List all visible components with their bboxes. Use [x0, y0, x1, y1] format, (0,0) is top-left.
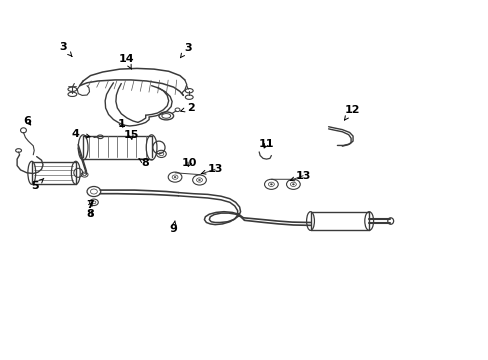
Ellipse shape	[198, 179, 200, 181]
Ellipse shape	[292, 184, 294, 185]
Text: 15: 15	[123, 130, 139, 140]
Text: 5: 5	[31, 178, 44, 192]
Ellipse shape	[270, 184, 272, 185]
Text: 10: 10	[182, 158, 197, 168]
Text: 13: 13	[289, 171, 310, 181]
Text: 1: 1	[117, 119, 125, 129]
Text: 12: 12	[344, 105, 359, 120]
Text: 3: 3	[180, 42, 192, 58]
Text: 6: 6	[23, 116, 31, 126]
Text: 13: 13	[201, 164, 223, 174]
Text: 14: 14	[118, 54, 134, 69]
Text: 9: 9	[169, 221, 177, 234]
Text: 7: 7	[86, 200, 94, 210]
Text: 8: 8	[139, 158, 149, 168]
Ellipse shape	[174, 176, 176, 178]
Text: 4: 4	[72, 129, 90, 139]
Text: 11: 11	[258, 139, 274, 149]
Text: 2: 2	[180, 103, 194, 113]
Text: 8: 8	[86, 209, 94, 219]
Text: 3: 3	[60, 42, 72, 57]
